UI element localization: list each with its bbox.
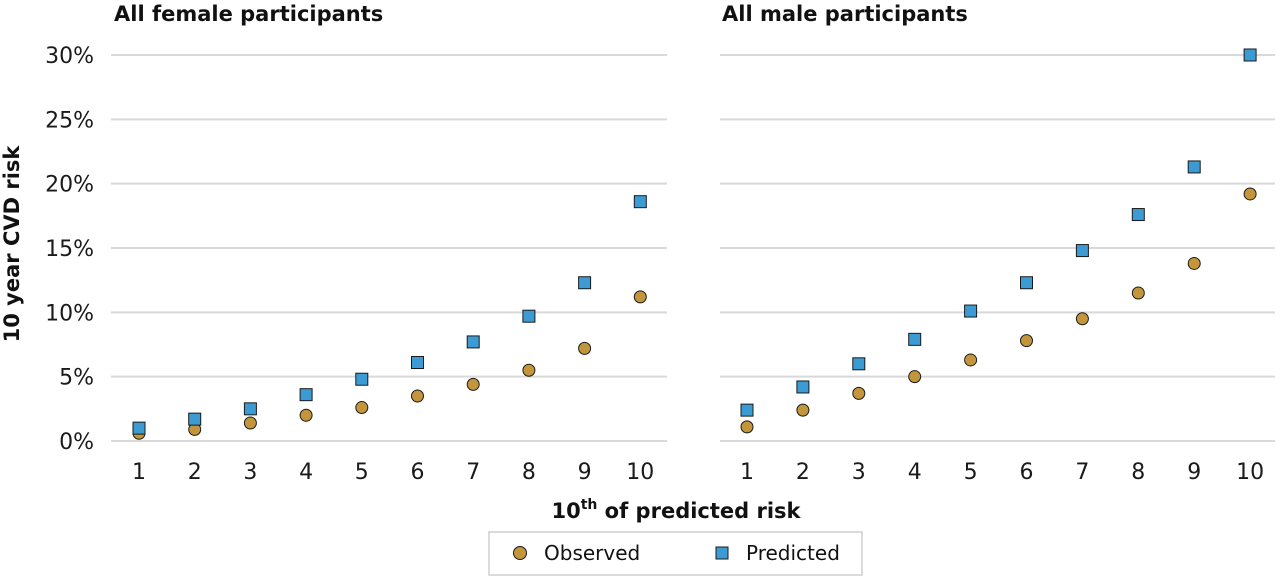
x-tick-label: 5 bbox=[355, 460, 369, 485]
y-tick-label: 10% bbox=[45, 301, 94, 326]
observed-point-female-8 bbox=[522, 363, 536, 377]
x-tick-label: 4 bbox=[299, 460, 313, 485]
x-tick-label: 8 bbox=[1131, 460, 1145, 485]
y-tick-label: 30% bbox=[45, 44, 94, 69]
x-tick-label: 9 bbox=[578, 460, 592, 485]
observed-point-male-9 bbox=[1187, 256, 1201, 270]
predicted-point-female-10 bbox=[633, 195, 647, 209]
predicted-point-female-5 bbox=[355, 372, 369, 386]
y-tick-label: 0% bbox=[59, 430, 94, 455]
predicted-point-male-5 bbox=[964, 304, 978, 318]
predicted-point-female-6 bbox=[411, 356, 424, 370]
observed-point-male-10 bbox=[1243, 187, 1257, 201]
observed-point-male-5 bbox=[964, 353, 978, 367]
x-tick-label: 1 bbox=[132, 460, 146, 485]
predicted-point-female-9 bbox=[578, 276, 592, 290]
y-tick-label: 15% bbox=[45, 237, 94, 262]
predicted-point-female-2 bbox=[188, 412, 202, 426]
x-axis-label: 10th of predicted risk bbox=[551, 497, 801, 523]
observed-point-male-1 bbox=[740, 420, 754, 434]
x-tick-label: 3 bbox=[243, 460, 257, 485]
predicted-point-male-3 bbox=[852, 357, 866, 371]
observed-point-male-2 bbox=[796, 403, 810, 417]
y-tick-label: 20% bbox=[45, 173, 94, 198]
x-axis-label-base: 10 bbox=[551, 499, 580, 523]
predicted-point-female-1 bbox=[132, 421, 146, 435]
observed-point-female-10 bbox=[633, 290, 647, 304]
observed-point-female-6 bbox=[411, 389, 424, 403]
predicted-point-male-9 bbox=[1187, 160, 1201, 174]
predicted-point-male-8 bbox=[1131, 208, 1145, 222]
predicted-point-female-3 bbox=[243, 402, 257, 416]
predicted-point-female-7 bbox=[466, 335, 480, 349]
predicted-point-male-4 bbox=[908, 332, 922, 346]
y-tick-label: 25% bbox=[45, 108, 94, 133]
x-tick-label: 9 bbox=[1187, 460, 1201, 485]
observed-point-female-9 bbox=[578, 341, 592, 355]
observed-point-male-4 bbox=[908, 370, 922, 384]
observed-point-female-7 bbox=[466, 377, 480, 391]
x-tick-label: 3 bbox=[852, 460, 866, 485]
panel-title-female: All female participants bbox=[114, 2, 383, 26]
observed-point-female-3 bbox=[243, 416, 257, 430]
x-tick-label: 7 bbox=[1075, 460, 1089, 485]
x-tick-labels: 1 2 3 4 5 6 7 8 9 10 1 2 3 4 5 6 7 8 9 10 bbox=[132, 460, 1264, 485]
panel-title-male: All male participants bbox=[722, 2, 968, 26]
x-tick-label: 7 bbox=[466, 460, 480, 485]
x-tick-label: 5 bbox=[964, 460, 978, 485]
y-tick-label: 5% bbox=[59, 366, 94, 391]
legend-predicted-label: Predicted bbox=[746, 541, 840, 565]
predicted-point-female-4 bbox=[299, 388, 313, 402]
legend-observed-marker bbox=[513, 546, 527, 560]
predicted-point-male-7 bbox=[1075, 244, 1089, 258]
x-tick-label: 1 bbox=[740, 460, 754, 485]
x-tick-label: 6 bbox=[411, 460, 425, 485]
x-axis-label-rest: of predicted risk bbox=[597, 499, 801, 523]
gridlines bbox=[111, 54, 1275, 442]
predicted-point-male-6 bbox=[1020, 276, 1033, 290]
x-tick-label: 4 bbox=[908, 460, 922, 485]
observed-point-male-6 bbox=[1020, 334, 1033, 348]
observed-point-male-3 bbox=[852, 386, 866, 400]
x-axis-label-sup: th bbox=[581, 497, 598, 513]
observed-point-male-7 bbox=[1075, 312, 1089, 326]
x-tick-label: 6 bbox=[1020, 460, 1034, 485]
data-markers bbox=[132, 48, 1257, 440]
legend-observed-label: Observed bbox=[544, 541, 640, 565]
x-tick-label: 10 bbox=[1236, 460, 1264, 485]
predicted-point-male-2 bbox=[796, 380, 810, 394]
observed-point-male-8 bbox=[1131, 286, 1145, 300]
observed-point-female-5 bbox=[355, 401, 369, 415]
x-tick-label: 8 bbox=[522, 460, 536, 485]
x-tick-label: 2 bbox=[188, 460, 202, 485]
legend-box bbox=[488, 531, 863, 576]
predicted-point-male-10 bbox=[1243, 48, 1257, 62]
legend-predicted-marker bbox=[715, 546, 729, 560]
predicted-point-male-1 bbox=[740, 403, 754, 417]
x-tick-label: 2 bbox=[796, 460, 810, 485]
legend: Observed Predicted bbox=[488, 531, 863, 576]
observed-point-female-4 bbox=[299, 408, 313, 422]
x-tick-label: 10 bbox=[626, 460, 654, 485]
predicted-point-female-8 bbox=[522, 309, 536, 323]
y-axis-label: 10 year CVD risk bbox=[0, 145, 24, 343]
y-tick-labels: 0% 5% 10% 15% 20% 25% 30% bbox=[45, 44, 94, 455]
